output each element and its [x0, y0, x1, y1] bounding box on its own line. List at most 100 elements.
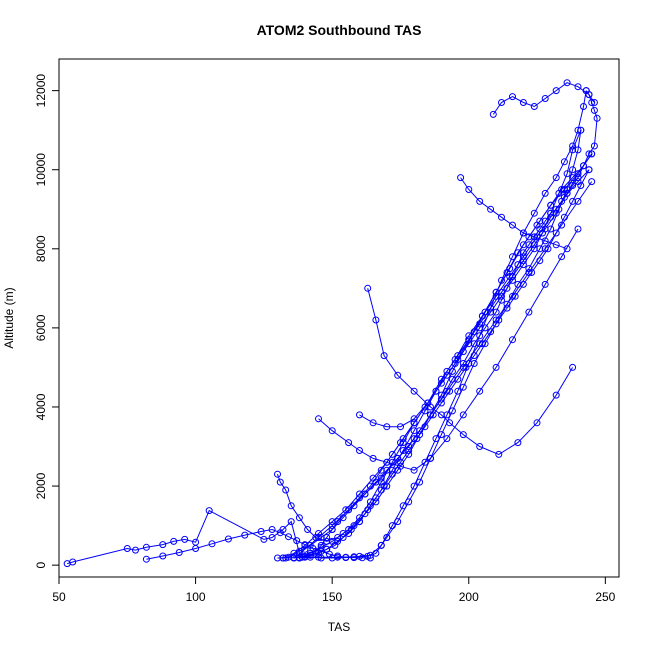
data-point	[541, 237, 549, 245]
series-line	[460, 177, 568, 250]
data-point	[427, 411, 434, 419]
data-point	[530, 103, 538, 110]
series-line	[318, 228, 579, 471]
data-point	[342, 553, 350, 561]
data-point	[397, 423, 404, 431]
data-point	[487, 205, 495, 213]
data-point	[416, 478, 424, 486]
series-5	[295, 150, 596, 562]
data-point	[301, 541, 309, 549]
series-13	[489, 79, 598, 118]
data-point	[358, 554, 366, 562]
data-point	[287, 502, 295, 510]
data-point	[274, 470, 281, 478]
data-point	[569, 146, 577, 154]
data-point	[306, 551, 314, 559]
data-point	[498, 213, 505, 221]
data-point	[298, 553, 306, 561]
data-point	[547, 201, 555, 209]
data-point	[293, 537, 301, 545]
data-point	[560, 186, 568, 193]
data-point	[519, 99, 527, 106]
data-point	[260, 535, 268, 543]
data-point	[304, 526, 312, 533]
data-point	[465, 336, 473, 344]
data-point	[410, 466, 418, 474]
data-point	[69, 558, 77, 566]
data-point	[459, 411, 467, 419]
data-point	[569, 197, 577, 205]
data-point	[383, 423, 391, 431]
data-point	[476, 387, 484, 395]
data-point	[410, 427, 418, 435]
data-point	[399, 439, 407, 447]
y-axis-label: Altitude (m)	[2, 287, 16, 348]
data-point	[405, 447, 413, 454]
data-point	[519, 253, 527, 261]
data-point	[356, 514, 363, 522]
data-point	[519, 229, 527, 237]
data-point	[465, 186, 473, 193]
data-point	[410, 415, 418, 423]
data-point	[410, 419, 418, 427]
data-point	[421, 458, 429, 466]
data-point	[334, 518, 342, 526]
series-3	[383, 126, 585, 541]
data-point	[476, 197, 484, 205]
data-point	[192, 545, 200, 552]
data-point	[276, 529, 284, 537]
data-point	[448, 407, 456, 415]
data-point	[356, 447, 363, 454]
data-point	[427, 454, 434, 462]
series-16	[356, 170, 582, 431]
x-axis: 50 100 150 200 250	[52, 576, 616, 604]
data-point	[334, 552, 342, 560]
data-point	[208, 540, 216, 548]
data-point	[142, 555, 150, 563]
data-point	[590, 106, 598, 114]
data-point	[285, 533, 292, 541]
data-point	[476, 443, 484, 450]
data-point	[509, 93, 516, 101]
data-point	[577, 182, 585, 189]
x-tick-label: 200	[459, 590, 479, 604]
data-point	[295, 514, 303, 522]
data-point	[590, 99, 598, 106]
data-point	[514, 439, 522, 447]
data-point	[123, 545, 131, 552]
data-point	[459, 431, 467, 439]
data-point	[533, 419, 541, 427]
series-line	[282, 169, 590, 559]
data-point	[356, 411, 363, 419]
data-point	[301, 545, 309, 553]
data-point	[345, 526, 353, 533]
series-4	[295, 126, 585, 562]
data-point	[470, 360, 478, 367]
y-tick-label: 4000	[34, 393, 48, 420]
data-point	[323, 537, 331, 545]
data-point	[405, 498, 413, 506]
data-point	[525, 233, 533, 241]
data-point	[369, 454, 377, 462]
series-line	[277, 422, 415, 542]
y-tick-label: 12000	[34, 74, 48, 108]
data-point	[509, 221, 516, 229]
data-point	[593, 114, 601, 122]
data-point	[268, 526, 276, 533]
data-point	[372, 316, 380, 324]
data-point	[588, 99, 596, 106]
data-point	[580, 103, 587, 110]
data-point	[279, 554, 287, 562]
y-tick-label: 0	[34, 561, 48, 568]
data-point	[282, 486, 290, 494]
data-point	[509, 292, 516, 300]
data-point	[159, 552, 167, 560]
data-point	[533, 221, 541, 229]
data-point	[585, 150, 593, 158]
data-point	[547, 213, 555, 221]
data-point	[552, 391, 560, 399]
series-2	[274, 87, 601, 562]
series-line	[492, 82, 595, 115]
data-point	[530, 233, 538, 241]
